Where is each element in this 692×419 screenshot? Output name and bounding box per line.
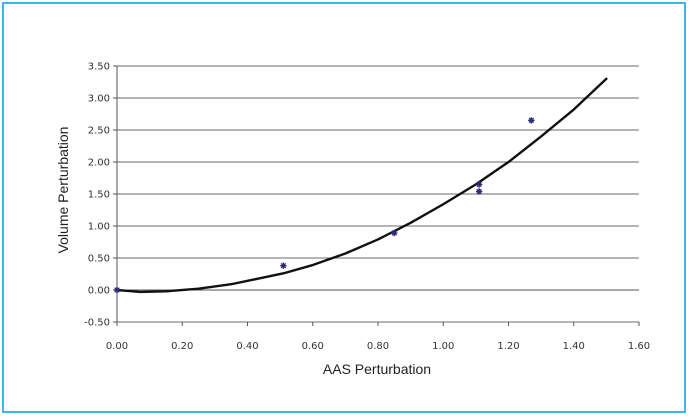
y-tick-label-2: 0.50 xyxy=(88,254,110,265)
x-tick-label-6: 1.20 xyxy=(497,341,519,352)
y-tick-label-6: 2.50 xyxy=(88,126,110,137)
x-tick-label-0: 0.00 xyxy=(106,341,128,352)
y-tick-labels: -0.50 0.00 0.50 1.00 1.50 2.00 2.50 3.00 3.50 xyxy=(84,62,117,329)
data-points xyxy=(113,117,535,294)
grid-lines xyxy=(117,65,639,323)
x-tick-labels: 0.00 0.20 0.40 0.60 0.80 1.00 1.20 1.40 1.60 xyxy=(106,322,650,352)
x-tick-label-3: 0.60 xyxy=(302,341,324,352)
y-tick-label-5: 2.00 xyxy=(88,158,110,169)
x-tick-label-7: 1.40 xyxy=(563,341,585,352)
y-tick-label-1: 0.00 xyxy=(88,286,110,297)
x-tick-label-5: 1.00 xyxy=(432,341,454,352)
data-point-2 xyxy=(391,229,398,237)
y-axis-title: Volume Perturbation xyxy=(55,127,71,254)
chart-frame xyxy=(2,2,686,413)
fit-curve xyxy=(115,77,608,294)
y-tick-label-0: -0.50 xyxy=(84,318,110,329)
x-tick-label-4: 0.80 xyxy=(367,341,389,352)
y-tick-label-8: 3.50 xyxy=(88,62,110,73)
data-point-4 xyxy=(475,188,483,195)
data-point-3 xyxy=(475,181,483,188)
y-tick-label-4: 1.50 xyxy=(88,190,110,201)
y-tick-label-3: 1.00 xyxy=(88,222,110,233)
x-axis-title: AAS Perturbation xyxy=(323,361,431,377)
data-point-5 xyxy=(528,117,535,124)
x-tick-label-8: 1.60 xyxy=(628,341,650,352)
y-tick-label-7: 3.00 xyxy=(88,94,110,105)
x-tick-label-1: 0.20 xyxy=(171,341,193,352)
data-point-1 xyxy=(280,262,287,269)
data-point-0 xyxy=(113,286,121,294)
x-tick-label-2: 0.40 xyxy=(236,341,258,352)
